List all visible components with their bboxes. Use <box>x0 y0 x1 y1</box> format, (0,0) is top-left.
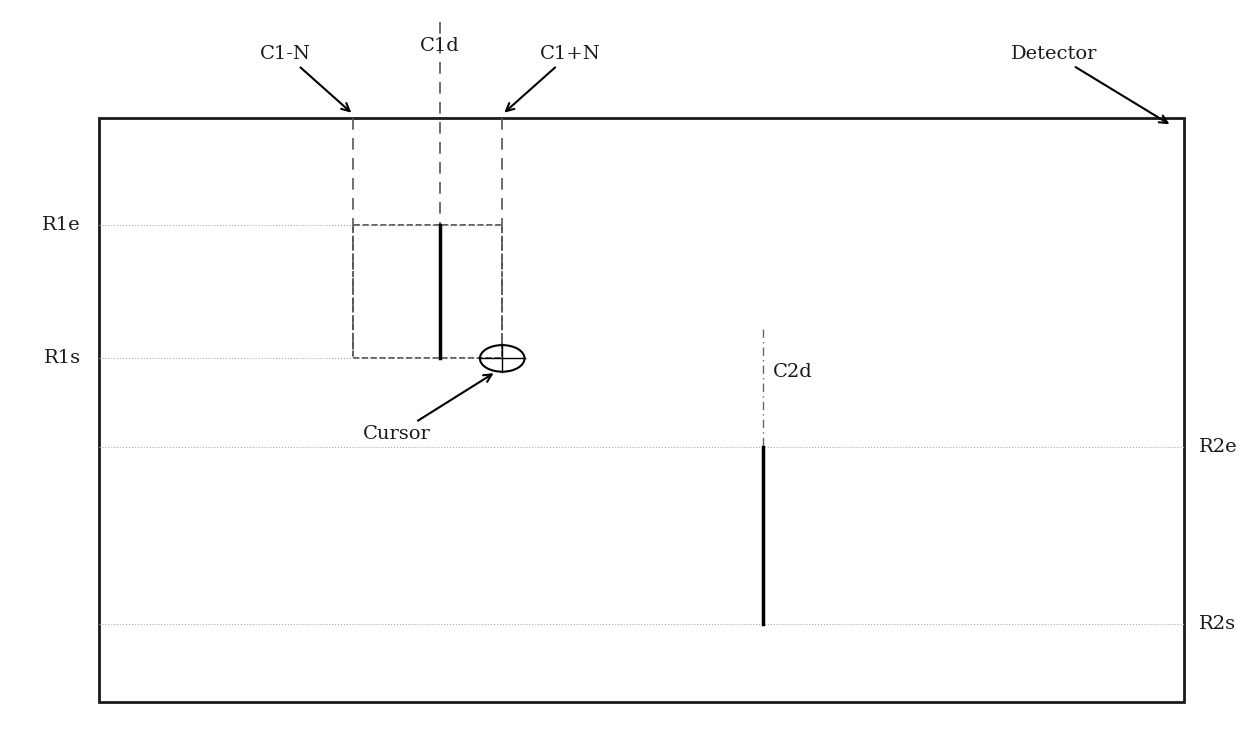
Text: R1e: R1e <box>42 217 81 234</box>
Text: C1d: C1d <box>420 38 460 55</box>
Text: R2s: R2s <box>1199 616 1236 633</box>
Text: C1+N: C1+N <box>506 45 600 111</box>
Text: R1s: R1s <box>43 350 81 367</box>
Text: Cursor: Cursor <box>363 375 492 443</box>
Text: R2e: R2e <box>1199 438 1238 456</box>
Text: C1-N: C1-N <box>259 45 350 111</box>
Text: C2d: C2d <box>773 363 812 381</box>
Text: Detector: Detector <box>1011 45 1167 123</box>
